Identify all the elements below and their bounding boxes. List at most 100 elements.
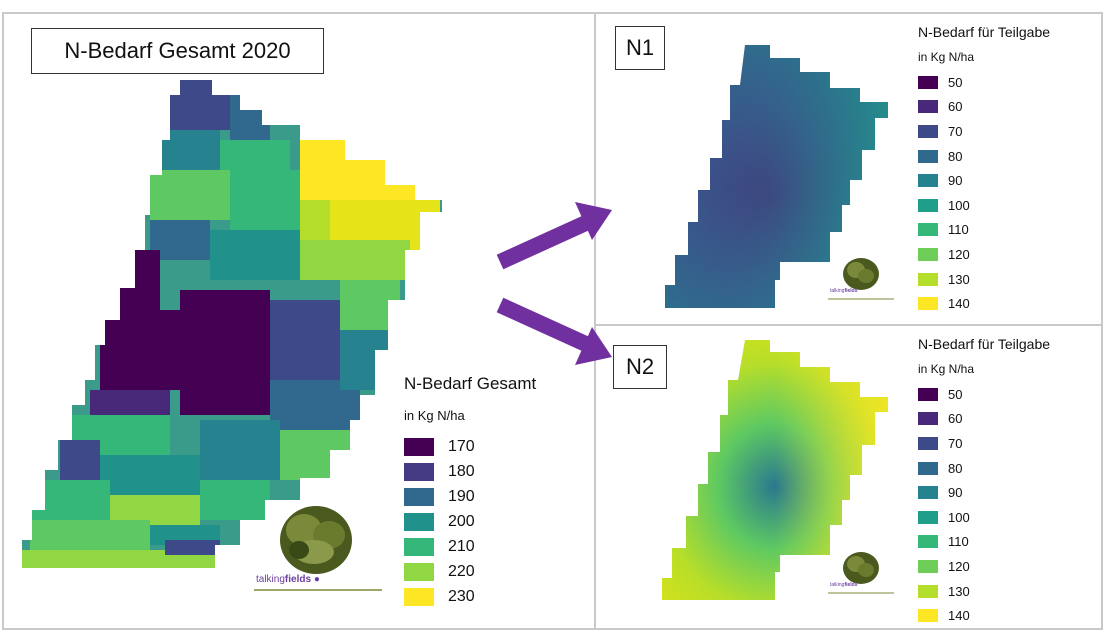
n2-legend-swatch bbox=[918, 535, 938, 549]
n2-legend-label: 80 bbox=[948, 460, 963, 476]
n1-legend-label: 100 bbox=[948, 197, 970, 213]
n1-legend-swatch bbox=[918, 297, 938, 311]
logo-wordmark: talkingfields ● bbox=[256, 574, 320, 585]
n1-legend-item: 110 bbox=[918, 218, 1050, 243]
main-legend-swatch bbox=[404, 512, 434, 531]
n2-legend-item: 50 bbox=[918, 382, 1050, 407]
n2-legend: N-Bedarf für Teilgabe in Kg N/ha 50 60 70 8… bbox=[918, 336, 1050, 628]
logo-text-post: fields bbox=[844, 288, 858, 294]
main-legend-item: 230 bbox=[404, 584, 536, 609]
n1-legend-swatch bbox=[918, 247, 938, 261]
logo-dot-icon: ● bbox=[313, 574, 320, 585]
n2-panel-border bbox=[594, 324, 1103, 630]
main-legend-swatch bbox=[404, 537, 434, 556]
n2-legend-label: 60 bbox=[948, 411, 963, 427]
n1-legend-label: 60 bbox=[948, 99, 963, 115]
main-legend-label: 170 bbox=[448, 437, 475, 455]
main-legend-item: 180 bbox=[404, 459, 536, 484]
logo-text-post: fields bbox=[284, 574, 312, 585]
n1-legend-item: 100 bbox=[918, 193, 1050, 218]
n2-legend-label: 120 bbox=[948, 558, 970, 574]
main-legend-label: 230 bbox=[448, 587, 475, 605]
main-legend-title: N-Bedarf Gesamt bbox=[404, 374, 537, 393]
n2-legend-label: 100 bbox=[948, 509, 970, 525]
n2-legend-label: 50 bbox=[948, 386, 963, 402]
main-legend-label: 210 bbox=[448, 537, 475, 555]
n2-legend-item: 110 bbox=[918, 530, 1050, 555]
n2-legend-unit: in Kg N/ha bbox=[918, 362, 975, 376]
main-field-map bbox=[22, 80, 442, 568]
n2-legend-item: 70 bbox=[918, 431, 1050, 456]
n1-legend-item: 70 bbox=[918, 119, 1050, 144]
main-legend-item: 220 bbox=[404, 559, 536, 584]
n2-legend-label: 140 bbox=[948, 608, 970, 624]
lettuce-logo-icon-n2: talkingfields bbox=[826, 548, 896, 598]
lettuce-logo-icon: talkingfields ● bbox=[254, 490, 384, 600]
n1-legend-swatch bbox=[918, 100, 938, 114]
main-legend-label: 200 bbox=[448, 512, 475, 530]
n2-legend-item: 140 bbox=[918, 603, 1050, 628]
n2-map-title: N2 bbox=[613, 345, 667, 389]
logo-wordmark-n2: talkingfields bbox=[830, 582, 858, 588]
logo-text-post: fields bbox=[844, 582, 858, 588]
n1-legend-item: 90 bbox=[918, 168, 1050, 193]
n1-legend-unit: in Kg N/ha bbox=[918, 50, 975, 64]
main-legend-label: 220 bbox=[448, 562, 475, 580]
main-legend-swatch bbox=[404, 587, 434, 606]
n1-legend-swatch bbox=[918, 149, 938, 163]
n1-legend-item: 50 bbox=[918, 70, 1050, 95]
n1-legend-label: 50 bbox=[948, 74, 963, 90]
n1-legend-item: 130 bbox=[918, 267, 1050, 292]
main-legend-item: 210 bbox=[404, 534, 536, 559]
n2-legend-swatch bbox=[918, 559, 938, 573]
main-legend-swatch bbox=[404, 437, 434, 456]
n1-legend: N-Bedarf für Teilgabe in Kg N/ha 50 60 70 8… bbox=[918, 24, 1050, 316]
n2-legend-item: 120 bbox=[918, 554, 1050, 579]
n1-legend-swatch bbox=[918, 198, 938, 212]
n1-legend-item: 60 bbox=[918, 95, 1050, 120]
logo-text-pre: talking bbox=[830, 288, 845, 294]
n2-legend-swatch bbox=[918, 584, 938, 598]
n2-legend-swatch bbox=[918, 609, 938, 623]
n1-legend-title: N-Bedarf für Teilgabe bbox=[918, 24, 1051, 40]
n1-legend-label: 130 bbox=[948, 271, 970, 287]
n1-legend-item: 120 bbox=[918, 242, 1050, 267]
n1-legend-item: 140 bbox=[918, 291, 1050, 316]
logo-wordmark-n1: talkingfields bbox=[830, 288, 858, 294]
n2-legend-swatch bbox=[918, 510, 938, 524]
n2-legend-label: 70 bbox=[948, 435, 963, 451]
main-legend-swatch bbox=[404, 487, 434, 506]
n1-legend-swatch bbox=[918, 174, 938, 188]
n2-legend-item: 60 bbox=[918, 407, 1050, 432]
n2-legend-swatch bbox=[918, 387, 938, 401]
n1-legend-item: 80 bbox=[918, 144, 1050, 169]
main-legend-item: 200 bbox=[404, 509, 536, 534]
n1-legend-label: 120 bbox=[948, 246, 970, 262]
main-legend-item: 170 bbox=[404, 434, 536, 459]
n1-legend-label: 70 bbox=[948, 123, 963, 139]
n2-legend-label: 130 bbox=[948, 583, 970, 599]
main-legend-label: 190 bbox=[448, 487, 475, 505]
n1-legend-swatch bbox=[918, 124, 938, 138]
arrow-to-n2 bbox=[496, 297, 612, 365]
n2-legend-item: 80 bbox=[918, 456, 1050, 481]
n2-legend-swatch bbox=[918, 461, 938, 475]
lettuce-logo-icon-n1: talkingfields bbox=[826, 254, 896, 304]
n1-legend-swatch bbox=[918, 223, 938, 237]
main-legend-unit: in Kg N/ha bbox=[404, 408, 465, 423]
main-legend-swatch bbox=[404, 462, 434, 481]
main-legend-item: 190 bbox=[404, 484, 536, 509]
logo-text-pre: talking bbox=[830, 582, 845, 588]
n2-legend-swatch bbox=[918, 412, 938, 426]
n2-legend-title: N-Bedarf für Teilgabe bbox=[918, 336, 1051, 352]
n1-legend-swatch bbox=[918, 75, 938, 89]
main-map-title: N-Bedarf Gesamt 2020 bbox=[31, 28, 324, 74]
main-legend: N-Bedarf Gesamt in Kg N/ha 170 180 190 200 2… bbox=[404, 374, 536, 609]
n1-map-title: N1 bbox=[615, 26, 665, 70]
n1-legend-label: 140 bbox=[948, 296, 970, 312]
main-legend-swatch bbox=[404, 562, 434, 581]
n1-legend-label: 90 bbox=[948, 173, 963, 189]
n2-legend-item: 100 bbox=[918, 505, 1050, 530]
